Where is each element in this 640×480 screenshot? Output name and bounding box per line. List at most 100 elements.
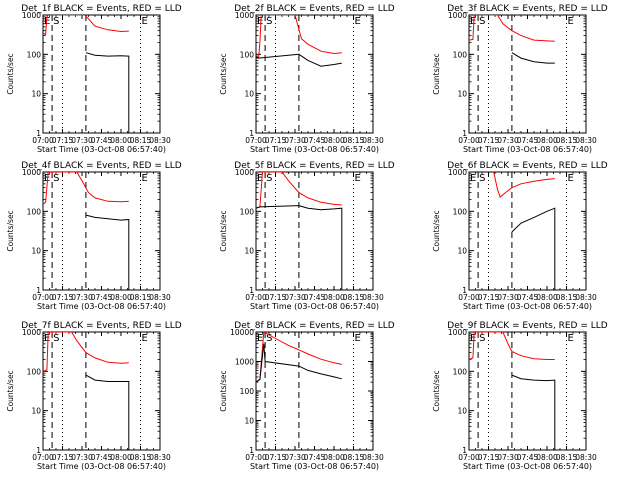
x-tick-label: 07:45 bbox=[304, 136, 326, 145]
event-marker-label: S bbox=[53, 16, 59, 27]
events-series-line bbox=[85, 52, 130, 133]
y-tick-label: 1 bbox=[249, 129, 254, 138]
x-tick-label: 07:30 bbox=[71, 136, 93, 145]
x-tick-label: 08:15 bbox=[343, 293, 365, 302]
y-tick-label: 1 bbox=[249, 286, 254, 295]
y-axis-label: Counts/sec bbox=[6, 53, 15, 94]
y-axis-label: Counts/sec bbox=[6, 210, 15, 251]
y-tick-label: 1000 bbox=[235, 11, 254, 20]
panel-title: Det_9f BLACK = Events, RED = LLD bbox=[447, 321, 607, 331]
y-axis-label: Counts/sec bbox=[432, 210, 441, 251]
x-tick-label: 07:00 bbox=[32, 136, 54, 145]
event-marker-label: E bbox=[470, 16, 476, 27]
y-tick-label: 10 bbox=[31, 247, 41, 256]
x-tick-label: 08:15 bbox=[130, 453, 152, 462]
y-axis-label: Counts/sec bbox=[219, 53, 228, 94]
panel-title: Det_3f BLACK = Events, RED = LLD bbox=[447, 4, 607, 14]
x-tick-label: 07:15 bbox=[478, 293, 500, 302]
event-marker-label: S bbox=[479, 16, 485, 27]
lld-series-line bbox=[469, 15, 555, 42]
lld-series-line bbox=[43, 172, 129, 205]
x-tick-label: 08:30 bbox=[149, 453, 171, 462]
x-tick-label: 07:30 bbox=[71, 453, 93, 462]
x-tick-label: 07:15 bbox=[478, 453, 500, 462]
events-series-line bbox=[511, 374, 556, 450]
x-tick-label: 07:30 bbox=[284, 453, 306, 462]
event-marker-label: S bbox=[266, 333, 272, 344]
y-tick-label: 100 bbox=[453, 50, 468, 59]
event-marker-label: E bbox=[142, 333, 148, 344]
x-tick-label: 08:15 bbox=[130, 136, 152, 145]
x-axis-label: Start Time (03-Oct-08 06:57:40) bbox=[37, 462, 166, 471]
panel-title: Det_7f BLACK = Events, RED = LLD bbox=[21, 321, 181, 331]
x-tick-label: 08:15 bbox=[556, 453, 578, 462]
events-series-line bbox=[256, 343, 342, 383]
y-tick-label: 1000 bbox=[22, 11, 41, 20]
event-marker-label: E bbox=[568, 16, 574, 27]
event-marker-label: S bbox=[479, 173, 485, 184]
x-tick-label: 07:30 bbox=[497, 136, 519, 145]
x-tick-label: 07:15 bbox=[478, 136, 500, 145]
detector-panel: Det_6f BLACK = Events, RED = LLD 1 10 100 10… bbox=[432, 161, 608, 311]
x-tick-label: 07:30 bbox=[71, 293, 93, 302]
x-tick-label: 08:30 bbox=[149, 293, 171, 302]
detector-panel: Det_4f BLACK = Events, RED = LLD 1 10 100 10… bbox=[6, 161, 182, 311]
plot-frame bbox=[468, 331, 587, 451]
y-tick-label: 100 bbox=[240, 207, 255, 216]
events-series-line bbox=[511, 52, 555, 64]
y-tick-label: 10 bbox=[457, 247, 467, 256]
y-tick-label: 1 bbox=[462, 446, 467, 455]
panel-title: Det_5f BLACK = Events, RED = LLD bbox=[234, 161, 394, 171]
plot-frame bbox=[468, 171, 587, 291]
y-tick-label: 10 bbox=[244, 247, 254, 256]
y-tick-label: 1 bbox=[36, 129, 41, 138]
x-axis-label: Start Time (03-Oct-08 06:57:40) bbox=[250, 462, 379, 471]
x-tick-label: 07:00 bbox=[245, 453, 267, 462]
panel-title: Det_6f BLACK = Events, RED = LLD bbox=[447, 161, 607, 171]
x-tick-label: 08:00 bbox=[536, 453, 558, 462]
x-tick-label: 08:00 bbox=[536, 136, 558, 145]
y-tick-label: 1000 bbox=[448, 168, 467, 177]
lld-series-line bbox=[493, 172, 555, 198]
x-tick-label: 08:00 bbox=[323, 136, 345, 145]
x-tick-label: 08:15 bbox=[343, 453, 365, 462]
x-tick-label: 08:00 bbox=[110, 293, 132, 302]
x-tick-label: 07:00 bbox=[458, 453, 480, 462]
x-tick-label: 08:15 bbox=[343, 136, 365, 145]
x-tick-label: 07:00 bbox=[458, 136, 480, 145]
y-tick-label: 1 bbox=[36, 286, 41, 295]
x-axis-label: Start Time (03-Oct-08 06:57:40) bbox=[37, 302, 166, 311]
x-tick-label: 08:15 bbox=[556, 293, 578, 302]
y-axis-label: Counts/sec bbox=[219, 370, 228, 411]
event-marker-label: S bbox=[266, 16, 272, 27]
event-marker-label: E bbox=[44, 16, 50, 27]
y-axis-label: Counts/sec bbox=[6, 370, 15, 411]
y-tick-label: 10 bbox=[31, 407, 41, 416]
plot-frame bbox=[255, 14, 374, 134]
y-tick-label: 1 bbox=[249, 446, 254, 455]
x-tick-label: 08:30 bbox=[362, 136, 384, 145]
x-tick-label: 08:30 bbox=[149, 136, 171, 145]
y-tick-label: 100 bbox=[27, 367, 42, 376]
event-marker-label: S bbox=[479, 333, 485, 344]
event-marker-label: E bbox=[142, 173, 148, 184]
event-marker-label: E bbox=[470, 173, 476, 184]
x-tick-label: 08:30 bbox=[362, 453, 384, 462]
x-axis-label: Start Time (03-Oct-08 06:57:40) bbox=[37, 145, 166, 154]
event-marker-label: E bbox=[470, 333, 476, 344]
y-tick-label: 1000 bbox=[22, 168, 41, 177]
plot-frame bbox=[42, 331, 161, 451]
lld-series-line bbox=[256, 15, 342, 59]
panel-title: Det_1f BLACK = Events, RED = LLD bbox=[21, 4, 181, 14]
y-tick-label: 1000 bbox=[448, 328, 467, 337]
y-tick-label: 10 bbox=[457, 407, 467, 416]
panel-title: Det_8f BLACK = Events, RED = LLD bbox=[234, 321, 394, 331]
events-series-line bbox=[511, 207, 556, 290]
y-tick-label: 100 bbox=[240, 387, 255, 396]
detector-panel: Det_7f BLACK = Events, RED = LLD 1 10 100 10… bbox=[6, 321, 182, 471]
y-axis-label: Counts/sec bbox=[219, 210, 228, 251]
x-tick-label: 07:30 bbox=[284, 293, 306, 302]
detector-panel: Det_2f BLACK = Events, RED = LLD 1 10 100 10… bbox=[219, 4, 395, 154]
lld-series-line bbox=[469, 332, 555, 360]
